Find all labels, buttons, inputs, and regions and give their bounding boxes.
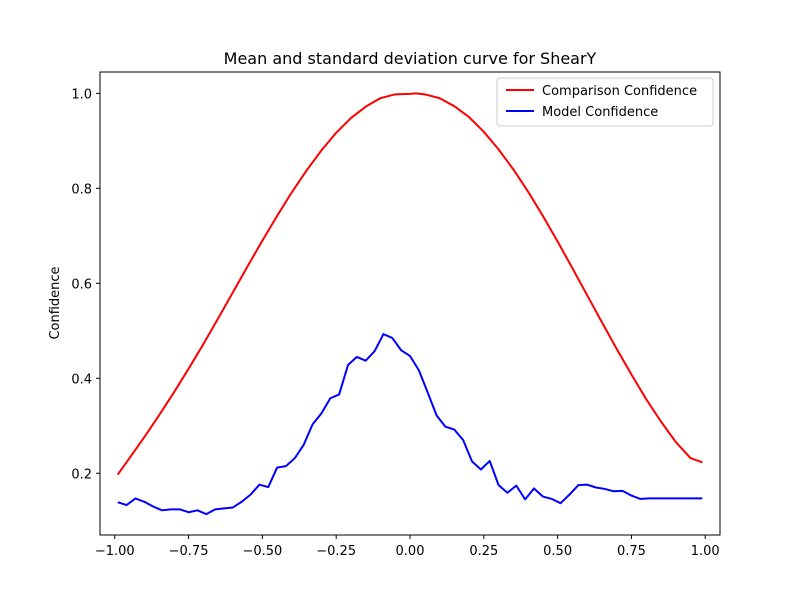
series-line-comparison-confidence	[116, 92, 703, 476]
x-tick-label: 0.50	[543, 544, 572, 559]
x-tick-label: 0.75	[617, 544, 646, 559]
x-tick-label: −0.25	[316, 544, 356, 559]
x-tick-label: −0.50	[242, 544, 282, 559]
series-line-model-confidence	[117, 333, 703, 516]
chart-title: Mean and standard deviation curve for Sh…	[224, 49, 597, 68]
y-tick-label: 1.0	[71, 87, 92, 102]
y-tick-label: 0.6	[71, 277, 92, 292]
legend: Comparison Confidence Model Confidence	[496, 77, 714, 127]
x-tick-label: −0.75	[169, 544, 209, 559]
x-axis: −1.00 −0.75 −0.50 −0.25 0.00 0.25 0.50 0.75 1.00	[95, 535, 720, 559]
x-tick-label: −1.00	[95, 544, 135, 559]
legend-box	[496, 77, 714, 127]
x-tick-label: 1.00	[691, 544, 720, 559]
y-tick-label: 0.8	[71, 182, 92, 197]
y-axis: 0.2 0.4 0.6 0.8 1.0	[71, 87, 100, 482]
x-tick-label: 0.00	[396, 544, 425, 559]
series-layer	[116, 92, 703, 516]
y-axis-label: Confidence	[48, 266, 63, 339]
x-tick-label: 0.25	[469, 544, 498, 559]
plot-frame	[99, 71, 721, 536]
legend-label-model-confidence: Model Confidence	[542, 105, 658, 120]
legend-label-comparison-confidence: Comparison Confidence	[542, 84, 697, 99]
y-tick-label: 0.4	[71, 372, 92, 387]
y-tick-label: 0.2	[71, 467, 92, 482]
